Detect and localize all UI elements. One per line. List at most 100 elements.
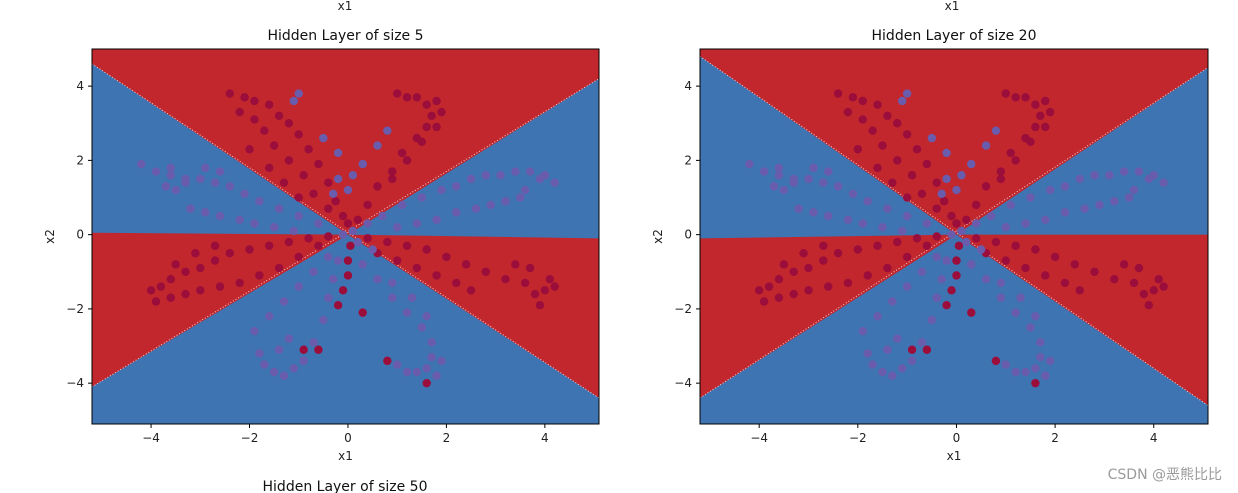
data-point-blue: [353, 237, 363, 247]
data-point-red: [442, 252, 451, 262]
data-point-red: [902, 130, 912, 139]
data-point-red: [294, 252, 303, 262]
data-point-red: [392, 89, 402, 98]
data-point-blue: [265, 312, 274, 321]
data-point-blue: [235, 215, 244, 224]
data-point-blue: [250, 219, 259, 228]
data-point-blue: [383, 126, 392, 135]
data-point-red: [437, 107, 446, 117]
data-point-red: [314, 241, 323, 250]
data-point-blue: [388, 293, 397, 302]
data-point-blue: [186, 204, 195, 213]
plot-area: [92, 49, 599, 424]
y-tick-label: 2: [76, 153, 84, 167]
data-point-red: [1011, 156, 1020, 165]
data-point-red: [1119, 260, 1129, 269]
data-point-red: [181, 289, 190, 299]
data-point-blue: [789, 178, 798, 187]
data-point-red: [294, 130, 303, 139]
data-point-red: [804, 286, 813, 295]
data-point-red: [210, 256, 220, 265]
data-point-red: [962, 215, 971, 224]
data-point-red: [893, 156, 902, 165]
data-point-red: [954, 241, 964, 250]
data-point-red: [304, 234, 313, 243]
data-point-blue: [745, 159, 754, 169]
data-point-red: [353, 215, 363, 224]
data-point-red: [833, 249, 843, 258]
x-tick-label: −4: [750, 431, 768, 445]
data-point-blue: [1036, 352, 1045, 362]
data-point-blue: [898, 364, 907, 373]
data-point-blue: [324, 293, 333, 302]
data-point-red: [466, 286, 476, 295]
data-point-blue: [397, 200, 407, 210]
data-point-blue: [996, 278, 1006, 288]
data-point-red: [324, 232, 333, 241]
data-point-red: [1050, 252, 1060, 262]
data-point-red: [210, 241, 220, 250]
region-blue-bottom: [92, 234, 599, 424]
data-point-red: [952, 256, 961, 265]
data-point-blue: [878, 367, 887, 377]
data-point-blue: [942, 148, 951, 158]
data-point-red: [343, 219, 353, 228]
data-point-red: [981, 182, 991, 191]
data-point-red: [1110, 274, 1119, 284]
chart-title: Hidden Layer of size 20: [872, 28, 1037, 44]
boundary-line: [700, 56, 1208, 406]
data-point-red: [1045, 107, 1055, 117]
data-point-red: [799, 249, 808, 258]
data-point-blue: [250, 326, 259, 336]
data-point-blue: [137, 159, 146, 169]
data-point-red: [843, 278, 853, 288]
data-point-red: [324, 204, 333, 213]
data-point-blue: [991, 126, 1001, 135]
data-point-blue: [1144, 174, 1154, 184]
x-tick-label: 0: [344, 431, 352, 445]
data-point-blue: [774, 171, 784, 180]
data-point-red: [520, 278, 530, 288]
data-point-red: [902, 252, 912, 262]
data-point-red: [932, 232, 941, 241]
data-point-red: [274, 263, 284, 273]
data-point-red: [196, 263, 205, 273]
data-point-blue: [319, 315, 328, 325]
data-point-blue: [289, 226, 299, 236]
data-point-red: [245, 145, 254, 154]
data-point-blue: [402, 308, 412, 317]
data-point-red: [427, 111, 436, 121]
x-tick-label: −2: [849, 431, 867, 445]
data-point-blue: [427, 352, 436, 362]
data-point-blue: [392, 223, 402, 232]
data-point-blue: [809, 163, 818, 173]
data-point-blue: [932, 252, 941, 262]
data-point-blue: [1060, 208, 1070, 217]
data-point-red: [324, 178, 333, 187]
data-point-red: [858, 115, 867, 124]
data-point-red: [166, 274, 175, 284]
data-point-red: [422, 100, 431, 109]
data-point-blue: [309, 267, 318, 276]
data-point-blue: [902, 89, 912, 98]
data-point-red: [1011, 93, 1020, 102]
data-point-blue: [486, 200, 495, 210]
data-point-red: [912, 145, 922, 154]
data-point-blue: [888, 371, 897, 380]
y-tick-label: −4: [674, 376, 692, 390]
data-point-red: [912, 234, 922, 243]
data-point-blue: [412, 367, 422, 377]
data-point-blue: [348, 171, 358, 180]
data-point-red: [1154, 274, 1163, 284]
data-point-blue: [1011, 308, 1020, 317]
region-blue-bottom: [700, 234, 1208, 424]
data-point-red: [833, 89, 843, 98]
data-point-red: [314, 159, 323, 169]
data-point-blue: [774, 163, 784, 173]
data-point-blue: [868, 360, 877, 369]
top-cutoff-label-right: x1: [945, 0, 960, 13]
data-point-red: [181, 267, 190, 276]
data-point-blue: [294, 89, 303, 98]
data-point-blue: [1159, 178, 1168, 187]
